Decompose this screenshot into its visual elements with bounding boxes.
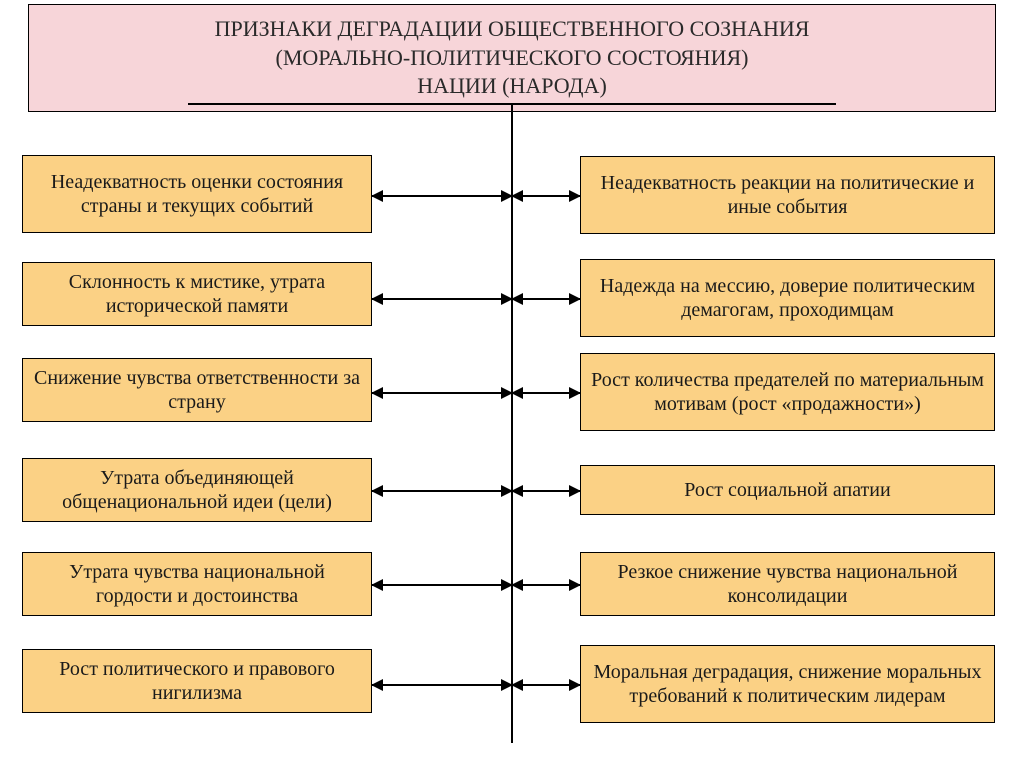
arrow-right-5 xyxy=(512,584,580,586)
right-box-text: Рост социальной апатии xyxy=(684,478,890,502)
left-box-3: Снижение чувства ответственности за стра… xyxy=(22,358,372,422)
left-box-text: Неадекватность оценки состояния страны и… xyxy=(33,170,361,218)
left-box-text: Снижение чувства ответственности за стра… xyxy=(33,366,361,414)
arrow-left-5 xyxy=(372,584,512,586)
right-box-5: Резкое снижение чувства национальной кон… xyxy=(580,552,995,616)
left-box-5: Утрата чувства национальной гордости и д… xyxy=(22,552,372,616)
arrow-left-4 xyxy=(372,490,512,492)
right-box-text: Надежда на мессию, доверие политическим … xyxy=(591,274,984,322)
header-line-2: (МОРАЛЬНО-ПОЛИТИЧЕСКОГО СОСТОЯНИЯ) xyxy=(276,45,749,70)
header-line-1: ПРИЗНАКИ ДЕГРАДАЦИИ ОБЩЕСТВЕННОГО СОЗНАН… xyxy=(215,16,810,41)
arrow-right-6 xyxy=(512,684,580,686)
right-box-1: Неадекватность реакции на политические и… xyxy=(580,156,995,234)
header-line-3: НАЦИИ (НАРОДА) xyxy=(417,73,607,98)
arrow-left-6 xyxy=(372,684,512,686)
right-box-text: Неадекватность реакции на политические и… xyxy=(591,171,984,219)
right-box-text: Рост количества предателей по материальн… xyxy=(591,368,984,416)
arrow-right-2 xyxy=(512,298,580,300)
left-box-text: Склонность к мистике, утрата историческо… xyxy=(33,270,361,318)
left-box-text: Рост политического и правового нигилизма xyxy=(33,657,361,705)
arrow-right-1 xyxy=(512,195,580,197)
right-box-4: Рост социальной апатии xyxy=(580,465,995,515)
right-box-text: Резкое снижение чувства национальной кон… xyxy=(591,560,984,608)
right-box-3: Рост количества предателей по материальн… xyxy=(580,353,995,431)
arrow-right-4 xyxy=(512,490,580,492)
left-box-text: Утрата объединяющей общенациональной иде… xyxy=(33,466,361,514)
arrow-left-3 xyxy=(372,392,512,394)
arrow-left-2 xyxy=(372,298,512,300)
left-box-4: Утрата объединяющей общенациональной иде… xyxy=(22,458,372,522)
arrow-right-3 xyxy=(512,392,580,394)
left-box-2: Склонность к мистике, утрата историческо… xyxy=(22,262,372,326)
diagram-header: ПРИЗНАКИ ДЕГРАДАЦИИ ОБЩЕСТВЕННОГО СОЗНАН… xyxy=(28,4,996,112)
right-box-2: Надежда на мессию, доверие политическим … xyxy=(580,259,995,337)
left-box-1: Неадекватность оценки состояния страны и… xyxy=(22,155,372,233)
arrow-left-1 xyxy=(372,195,512,197)
left-box-6: Рост политического и правового нигилизма xyxy=(22,649,372,713)
right-box-6: Моральная деградация, снижение моральных… xyxy=(580,645,995,723)
right-box-text: Моральная деградация, снижение моральных… xyxy=(591,660,984,708)
left-box-text: Утрата чувства национальной гордости и д… xyxy=(33,560,361,608)
